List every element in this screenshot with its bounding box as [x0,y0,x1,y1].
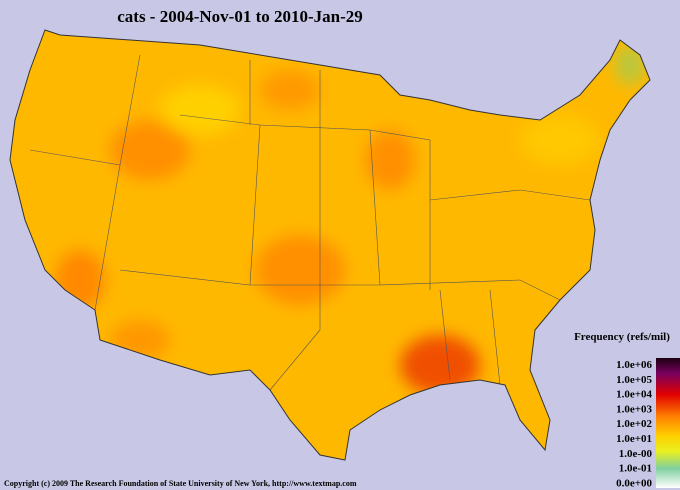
legend-label: 1.0e+01 [616,433,652,445]
legend-label: 1.0e+04 [616,389,652,401]
legend-label: 1.0e+05 [616,374,652,386]
legend-title: Frequency (refs/mil) [574,331,670,343]
legend-label: 1.0e+02 [616,418,652,430]
legend-color-bar [656,358,680,488]
legend-label: 1.0e+06 [616,359,652,371]
legend-labels: 1.0e+06 1.0e+05 1.0e+04 1.0e+03 1.0e+02 1.0e+… [616,359,652,489]
map-title: cats - 2004-Nov-01 to 2010-Jan-29 [117,7,363,26]
state-borders [29,54,591,391]
copyright-footer: Copyright (c) 2009 The Research Foundati… [4,479,357,488]
legend-label: 1.0e-00 [619,448,653,460]
legend-label: 1.0e-01 [619,463,652,475]
legend-label: 0.0e+00 [616,477,652,489]
us-outline [9,29,651,461]
legend-label: 1.0e+03 [616,403,652,415]
